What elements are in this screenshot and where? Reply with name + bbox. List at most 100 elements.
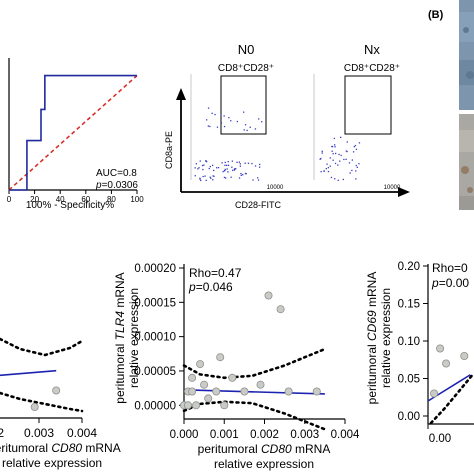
flow-n0-event-dot bbox=[198, 167, 200, 169]
cd69-confidence-band bbox=[429, 371, 474, 425]
tlr4-point bbox=[264, 291, 273, 300]
tlr4-point bbox=[212, 387, 221, 396]
flow-n0-event-dot bbox=[244, 124, 247, 126]
flow-nx-event-dot bbox=[327, 167, 329, 169]
flow-n0-event-dot bbox=[223, 176, 226, 179]
scatter-left-x-tick-label: 0.003 bbox=[24, 426, 54, 440]
flow-nx-title: Nx bbox=[364, 42, 380, 57]
flow-nx-event-dot bbox=[355, 170, 357, 172]
cd69-y-tick-label: 0.05 bbox=[398, 374, 420, 386]
flow-nx-event-dot bbox=[340, 136, 342, 138]
flow-n0-event-dot bbox=[220, 122, 223, 124]
flow-n0-event-dot bbox=[251, 162, 253, 165]
roc-x-tick-label: 80 bbox=[107, 195, 116, 204]
flow-n0-event-dot bbox=[249, 126, 251, 128]
flow-n0-event-dot bbox=[199, 178, 201, 180]
flow-n0-event-dot bbox=[236, 161, 238, 163]
cd69-x-tick-label: 0.00 bbox=[429, 433, 451, 445]
scatter-left-panel: 002 0.003 0.004 peritumoral CD80 mRNA rela… bbox=[0, 337, 121, 470]
histology-image-bottom bbox=[459, 114, 474, 210]
tlr4-fit-line bbox=[183, 389, 325, 395]
scatter-left-point bbox=[52, 386, 61, 395]
tlr4-x-tick-label: 0.004 bbox=[331, 429, 360, 441]
flow-nx-event-dot bbox=[321, 150, 323, 152]
flow-nx-event-dot bbox=[320, 157, 322, 160]
flow-n0-event-dot bbox=[236, 120, 238, 123]
flow-n0-event-dot bbox=[252, 179, 254, 181]
flow-n0-event-dot bbox=[230, 176, 232, 178]
flow-nx-events bbox=[319, 136, 361, 181]
flow-nx-event-dot bbox=[321, 152, 323, 154]
flow-nx-event-dot bbox=[325, 168, 327, 170]
flow-n0-event-dot bbox=[202, 175, 204, 178]
tlr4-x-tick-label: 0.001 bbox=[210, 429, 239, 441]
flow-n0-event-dot bbox=[228, 117, 230, 119]
cd69-ci-upper bbox=[429, 371, 474, 425]
roc-chance-line bbox=[8, 75, 138, 191]
flow-n0-event-dot bbox=[205, 179, 207, 181]
flow-n0-event-dot bbox=[243, 129, 245, 131]
flow-n0-event-dot bbox=[257, 177, 259, 179]
flow-n0-event-dot bbox=[240, 174, 242, 176]
flow-nx-event-dot bbox=[326, 163, 328, 165]
flow-n0-event-dot bbox=[226, 168, 228, 170]
tlr4-y-axis-label-2: relative expression bbox=[127, 288, 141, 388]
cd69-y-axis-label-2: relative expression bbox=[379, 288, 393, 388]
flow-n0-event-dot bbox=[223, 125, 226, 128]
flow-n0-event-dot bbox=[225, 177, 227, 179]
tlr4-point bbox=[312, 387, 321, 396]
flow-n0-event-dot bbox=[243, 111, 245, 113]
tlr4-point bbox=[220, 401, 229, 410]
flow-n0-event-dot bbox=[209, 165, 211, 168]
roc-curve bbox=[9, 74, 137, 191]
scatter-left-point bbox=[30, 402, 39, 411]
tlr4-y-tick-label: 0.00020 bbox=[134, 263, 176, 275]
flow-n0-event-dot bbox=[209, 176, 211, 178]
cd69-y-tick-label: 0.20 bbox=[398, 261, 420, 273]
flow-n0-event-dot bbox=[199, 160, 201, 162]
flow-n0-event-dot bbox=[207, 107, 210, 109]
tlr4-y-ticks: 0.00000 0.00005 0.00010 0.00015 0.00020 bbox=[134, 263, 184, 412]
scatter-left-ci-lower bbox=[0, 391, 84, 413]
flow-nx-event-dot bbox=[334, 144, 336, 146]
flow-nx-event-dot bbox=[331, 145, 333, 148]
flow-nx-event-dot bbox=[346, 141, 348, 143]
flow-nx-event-dot bbox=[351, 159, 353, 161]
tlr4-point bbox=[256, 380, 265, 389]
flow-nx-event-dot bbox=[345, 158, 347, 160]
scatter-left-ci-upper bbox=[0, 337, 84, 357]
roc-x-tick-label: 20 bbox=[30, 195, 39, 204]
flow-n0-event-dot bbox=[224, 168, 226, 171]
tlr4-x-tick-label: 0.000 bbox=[170, 429, 199, 441]
flow-nx-event-dot bbox=[332, 159, 334, 161]
flow-nx-event-dot bbox=[343, 158, 345, 161]
roc-p-label: p=0.0306 bbox=[95, 180, 138, 191]
scatter-left-x-axis-label: peritumoral CD80 mRNA bbox=[0, 441, 121, 455]
flow-y-axis-label: CD8a-PE bbox=[164, 131, 174, 169]
flow-nx-event-dot bbox=[320, 171, 322, 173]
flow-nx-event-dot bbox=[337, 164, 339, 166]
roc-x-tick-label: 40 bbox=[56, 195, 65, 204]
flow-n0-event-dot bbox=[259, 166, 261, 168]
flow-n0-event-dot bbox=[213, 175, 215, 177]
roc-x-tick-label: 100 bbox=[130, 195, 144, 204]
flow-n0-event-dot bbox=[194, 175, 196, 177]
flow-n0-events bbox=[194, 107, 263, 182]
tlr4-y-tick-label: 0.00015 bbox=[134, 297, 176, 309]
cd69-y-axis-label: peritumoral CD69 mRNA bbox=[365, 272, 379, 405]
flow-n0-event-dot bbox=[220, 114, 222, 116]
flow-nx-event-dot bbox=[353, 146, 355, 148]
flow-nx-event-dot bbox=[327, 170, 330, 173]
flow-n0-gate bbox=[220, 75, 267, 135]
flow-n0-event-dot bbox=[227, 161, 229, 163]
flow-n0-event-dot bbox=[216, 167, 218, 169]
flow-n0-event-dot bbox=[227, 164, 230, 166]
flow-n0-event-dot bbox=[197, 168, 199, 170]
flow-n0-event-dot bbox=[217, 167, 220, 169]
flow-n0-event-dot bbox=[231, 166, 233, 168]
flow-n0-event-dot bbox=[254, 128, 257, 130]
flow-n0-event-dot bbox=[239, 163, 241, 165]
flow-nx-event-dot bbox=[351, 169, 353, 172]
flow-nx-event-dot bbox=[339, 160, 341, 162]
cd69-point bbox=[460, 351, 469, 360]
